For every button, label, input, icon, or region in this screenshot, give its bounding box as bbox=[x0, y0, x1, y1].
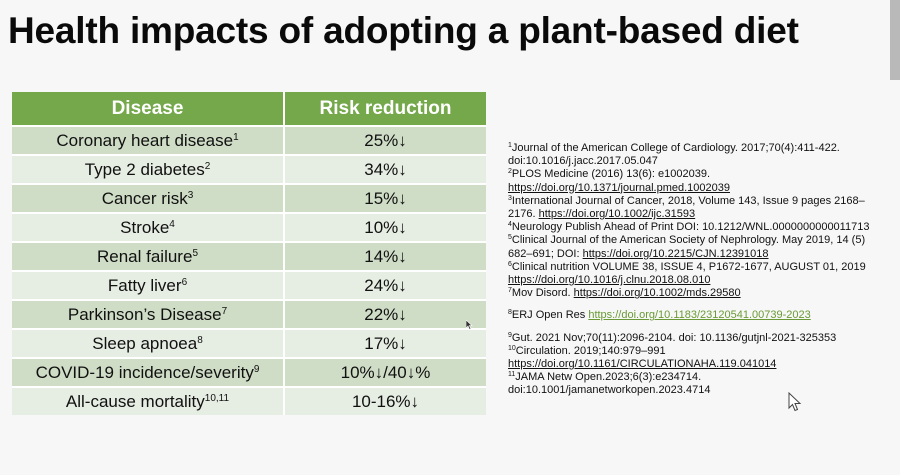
reference-item: 3International Journal of Cancer, 2018, … bbox=[508, 194, 865, 221]
table-row: Fatty liver6 24%↓ bbox=[12, 270, 486, 300]
reduction-cell: 25%↓ bbox=[284, 125, 486, 155]
reference-item: 7Mov Disord. https://doi.org/10.1002/mds… bbox=[508, 287, 741, 300]
reference-item: 4Neurology Publish Ahead of Print DOI: 1… bbox=[508, 221, 870, 234]
reduction-cell: 10%↓ bbox=[284, 212, 486, 242]
reduction-cell: 22%↓ bbox=[284, 299, 486, 329]
table-row: Cancer risk3 15%↓ bbox=[12, 183, 486, 213]
disease-cell: Coronary heart disease1 bbox=[12, 125, 285, 155]
reference-item: 10Circulation. 2019;140:979–991 https://… bbox=[508, 344, 777, 371]
reference-link[interactable]: https://doi.org/10.1002/ijc.31593 bbox=[538, 208, 696, 221]
disease-cell: Parkinson’s Disease7 bbox=[12, 299, 285, 329]
table-row: Renal failure5 14%↓ bbox=[12, 241, 486, 271]
reference-item: 8ERJ Open Res https://doi.org/10.1183/23… bbox=[508, 309, 811, 322]
reference-item: 2PLOS Medicine (2016) 13(6): e1002039. h… bbox=[508, 168, 730, 194]
reference-item: 1Journal of the American College of Card… bbox=[508, 142, 840, 168]
pointer-cursor-icon bbox=[466, 320, 473, 330]
disease-cell: Type 2 diabetes2 bbox=[12, 154, 285, 184]
table-row: Type 2 diabetes2 34%↓ bbox=[12, 154, 486, 184]
risk-table: Disease Risk reduction Coronary heart di… bbox=[12, 92, 486, 415]
disease-cell: All-cause mortality10,11 bbox=[12, 386, 285, 415]
header-disease: Disease bbox=[12, 92, 285, 126]
reduction-cell: 10-16%↓ bbox=[284, 386, 486, 415]
disease-cell: COVID-19 incidence/severity9 bbox=[12, 357, 285, 387]
table-header-row: Disease Risk reduction bbox=[12, 92, 486, 126]
table-row: Stroke4 10%↓ bbox=[12, 212, 486, 242]
disease-cell: Sleep apnoea8 bbox=[12, 328, 285, 358]
disease-cell: Fatty liver6 bbox=[12, 270, 285, 300]
table-row: Parkinson’s Disease7 22%↓ bbox=[12, 299, 486, 329]
reduction-cell: 24%↓ bbox=[284, 270, 486, 300]
disease-cell: Renal failure5 bbox=[12, 241, 285, 271]
table-row: All-cause mortality10,11 10-16%↓ bbox=[12, 386, 486, 415]
reference-link[interactable]: https://doi.org/10.2215/CJN.12391018 bbox=[582, 247, 769, 260]
header-risk-reduction: Risk reduction bbox=[284, 92, 486, 126]
reference-item: 6Clinical nutrition VOLUME 38, ISSUE 4, … bbox=[508, 260, 866, 287]
mouse-cursor-icon bbox=[788, 392, 802, 412]
reduction-cell: 10%↓/40↓% bbox=[284, 357, 486, 387]
reduction-cell: 14%↓ bbox=[284, 241, 486, 271]
references-list: 1Journal of the American College of Card… bbox=[508, 142, 888, 398]
disease-cell: Cancer risk3 bbox=[12, 183, 285, 213]
reference-link[interactable]: https://doi.org/10.1016/j.clnu.2018.08.0… bbox=[508, 274, 711, 287]
reduction-cell: 15%↓ bbox=[284, 183, 486, 213]
reference-item: 9Gut. 2021 Nov;70(11):2096-2104. doi: 10… bbox=[508, 331, 837, 344]
side-control-strip bbox=[890, 0, 900, 80]
reference-link[interactable]: https://doi.org/10.1183/23120541.00739-2… bbox=[588, 309, 811, 322]
reference-link[interactable]: https://doi.org/10.1161/CIRCULATIONAHA.1… bbox=[508, 358, 777, 371]
reference-item: 5Clinical Journal of the American Societ… bbox=[508, 234, 866, 260]
table-row: COVID-19 incidence/severity9 10%↓/40↓% bbox=[12, 357, 486, 387]
reference-link[interactable]: https://doi.org/10.1002/mds.29580 bbox=[573, 287, 741, 300]
table-row: Sleep apnoea8 17%↓ bbox=[12, 328, 486, 358]
table-row: Coronary heart disease1 25%↓ bbox=[12, 125, 486, 155]
reference-item: 11JAMA Netw Open.2023;6(3):e234714. doi:… bbox=[508, 371, 711, 397]
reduction-cell: 34%↓ bbox=[284, 154, 486, 184]
page-title: Health impacts of adopting a plant-based… bbox=[8, 10, 799, 51]
reduction-cell: 17%↓ bbox=[284, 328, 486, 358]
reference-link[interactable]: https://doi.org/10.1371/journal.pmed.100… bbox=[508, 181, 730, 194]
disease-cell: Stroke4 bbox=[12, 212, 285, 242]
